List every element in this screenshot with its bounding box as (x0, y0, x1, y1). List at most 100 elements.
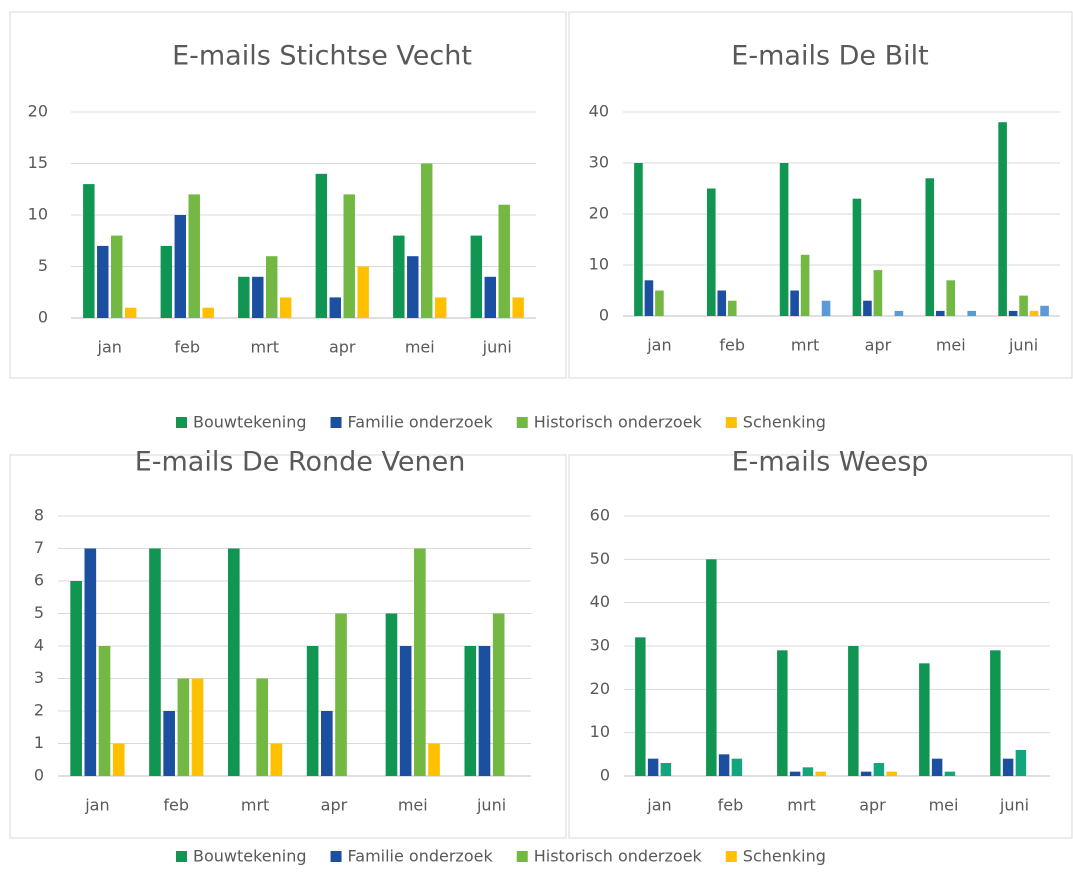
legend-swatch (516, 417, 528, 428)
bar (731, 758, 743, 776)
chart-title: E-mails De Ronde Venen (135, 447, 466, 478)
y-tick-label: 0 (599, 306, 609, 325)
bar (873, 763, 885, 776)
x-tick-label: feb (163, 796, 189, 815)
bar (174, 215, 186, 318)
bar (177, 678, 190, 776)
y-tick-label: 60 (590, 506, 610, 525)
x-tick-label: mei (398, 796, 428, 815)
bar (393, 235, 405, 318)
bar (357, 266, 369, 318)
bar (1029, 310, 1039, 316)
y-tick-label: 8 (34, 506, 44, 525)
bar (848, 646, 859, 776)
bar (706, 559, 717, 776)
legend-label: Historisch onderzoek (534, 847, 703, 866)
x-tick-label: feb (718, 796, 744, 815)
bar (97, 245, 109, 318)
bar (399, 646, 412, 776)
y-tick-label: 20 (590, 679, 610, 698)
bar (70, 581, 82, 776)
y-tick-label: 40 (590, 592, 610, 611)
x-tick-label: mrt (241, 796, 269, 815)
bar (191, 678, 204, 776)
x-tick-label: mrt (791, 336, 819, 355)
bar (470, 235, 483, 318)
y-tick-label: 10 (589, 255, 609, 274)
bar (852, 198, 862, 316)
y-tick-label: 20 (589, 204, 609, 223)
y-tick-label: 3 (34, 668, 44, 687)
bar (512, 297, 524, 318)
y-tick-label: 40 (589, 102, 609, 121)
y-tick-label: 4 (34, 636, 44, 655)
legend-label: Schenking (743, 847, 826, 866)
y-tick-label: 1 (34, 733, 44, 752)
bar (990, 650, 1001, 776)
x-tick-label: apr (865, 336, 892, 355)
bar (647, 758, 659, 776)
bar (112, 743, 125, 776)
legend-swatch (330, 417, 342, 428)
x-tick-label: mei (929, 796, 959, 815)
chart-title: E-mails Stichtse Vecht (172, 41, 472, 72)
bar (343, 194, 355, 318)
x-tick-label: juni (1008, 336, 1038, 355)
legend-swatch (330, 851, 342, 862)
bar (789, 771, 801, 776)
bar (1002, 758, 1014, 776)
bar (124, 307, 137, 318)
x-tick-label: jan (646, 796, 671, 815)
bar (779, 163, 789, 316)
bar (98, 646, 111, 776)
x-tick-label: jan (84, 796, 109, 815)
x-tick-label: mei (936, 336, 966, 355)
bar (886, 771, 897, 776)
chart-title: E-mails Weesp (732, 447, 929, 478)
legend-background (0, 842, 1073, 895)
legend-label: Familie onderzoek (348, 413, 494, 432)
bar (478, 646, 491, 776)
y-tick-label: 50 (590, 549, 610, 568)
bar (777, 650, 788, 776)
bar (329, 297, 341, 318)
y-tick-label: 5 (38, 256, 48, 275)
x-tick-label: jan (97, 338, 122, 357)
bar (815, 771, 826, 776)
y-tick-label: 6 (34, 571, 44, 590)
bar (644, 280, 654, 316)
bar (421, 163, 433, 318)
bar (111, 235, 123, 318)
bar (428, 743, 440, 776)
y-tick-label: 0 (34, 766, 44, 785)
bar (434, 297, 447, 318)
bar (863, 300, 872, 316)
y-tick-label: 10 (28, 205, 48, 224)
bar (790, 290, 799, 316)
bar (202, 307, 214, 318)
bar (83, 184, 95, 318)
legend-swatch (725, 417, 737, 428)
y-tick-label: 10 (590, 722, 610, 741)
bar (315, 173, 328, 318)
bar (407, 256, 419, 318)
bar (925, 178, 935, 316)
bar (1019, 295, 1028, 316)
bar (718, 754, 730, 776)
x-tick-label: juni (476, 796, 506, 815)
x-tick-label: mrt (787, 796, 815, 815)
bar (802, 767, 814, 776)
bar (227, 548, 240, 776)
legend-label: Familie onderzoek (348, 847, 494, 866)
bar (727, 300, 737, 316)
bar (655, 290, 664, 316)
bar (385, 613, 398, 776)
bar (919, 663, 930, 776)
x-tick-label: juni (482, 338, 512, 357)
bar (279, 297, 292, 318)
bar (498, 204, 510, 318)
y-tick-label: 20 (28, 102, 48, 121)
x-tick-label: feb (719, 336, 745, 355)
